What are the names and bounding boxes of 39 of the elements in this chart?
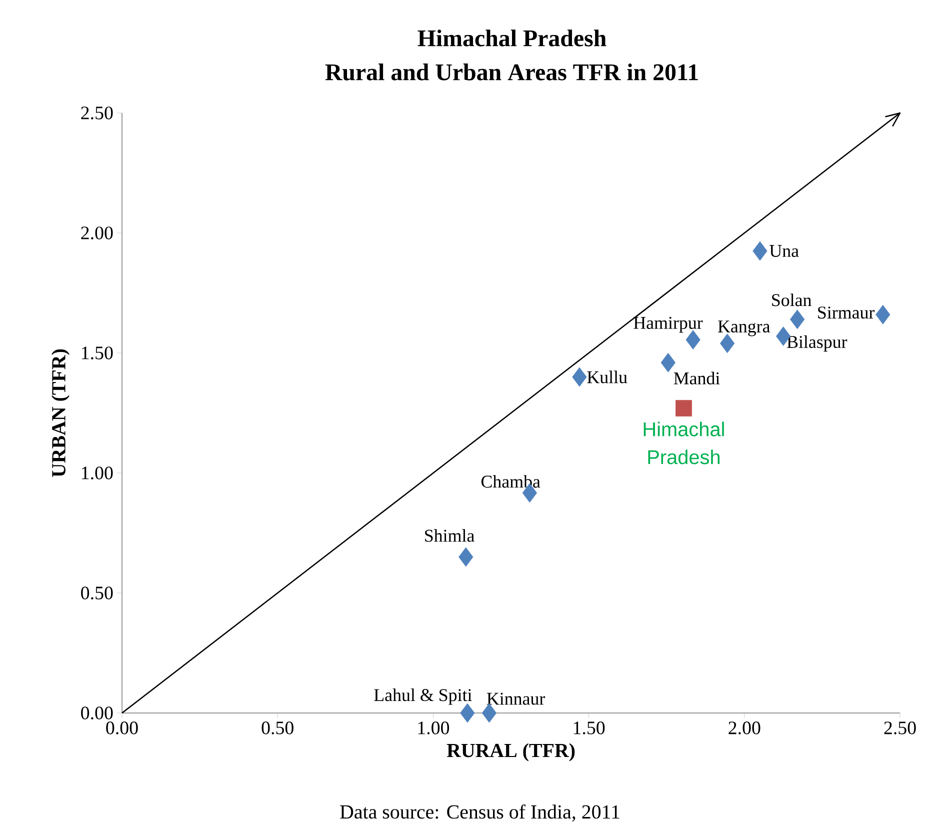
chart-subtitle: Rural and Urban Areas TFR in 2011 [325,64,698,80]
annotation: Chamba [481,475,540,488]
point [660,352,676,372]
point [790,310,805,330]
y-tick-label: 1.00 [82,466,113,480]
x-tick-label: 2.00 [728,722,760,734]
y-axis-title: URBAN (TFR) [51,349,70,477]
series-label: Himachal Pradesh [644,422,724,464]
x-axis-title: RURAL (TFR) [446,743,575,762]
point [572,367,587,387]
y-tick-label: 1.50 [82,346,113,360]
chart-title: Himachal Pradesh [418,30,606,46]
y-tick-label: 0.50 [81,586,113,600]
annotation: Kullu [587,370,628,384]
point [752,241,768,261]
x-tick-label: 2.50 [884,722,916,734]
point [460,703,475,723]
annotation: Bilaspur [787,335,848,352]
annotation: Shimla [425,529,474,542]
annotation: Mandi [674,372,720,384]
x-tick-label: 1.50 [574,722,605,734]
x-tick-label: 1.00 [418,722,450,734]
annotation: Kangra [718,320,770,336]
source-note: Data source: Census of India, 2011 [340,804,620,822]
annotation: Sirmaur [818,306,875,319]
y-tick-label: 2.50 [81,106,113,120]
annotation: Kinnaur [486,692,546,705]
annotation: Una [770,245,799,257]
annotation: Lahul & Spiti [374,688,472,705]
annotation: Solan [772,294,812,306]
annotation: Hamirpur [634,316,703,333]
x-tick-label: 0.00 [106,722,138,734]
point [676,400,692,416]
y-tick-label: 2.00 [81,226,113,240]
point [482,703,497,723]
point [458,547,474,567]
y-tick-label: 0.00 [81,706,113,720]
x-tick-label: 0.50 [262,722,294,734]
point [876,304,890,324]
